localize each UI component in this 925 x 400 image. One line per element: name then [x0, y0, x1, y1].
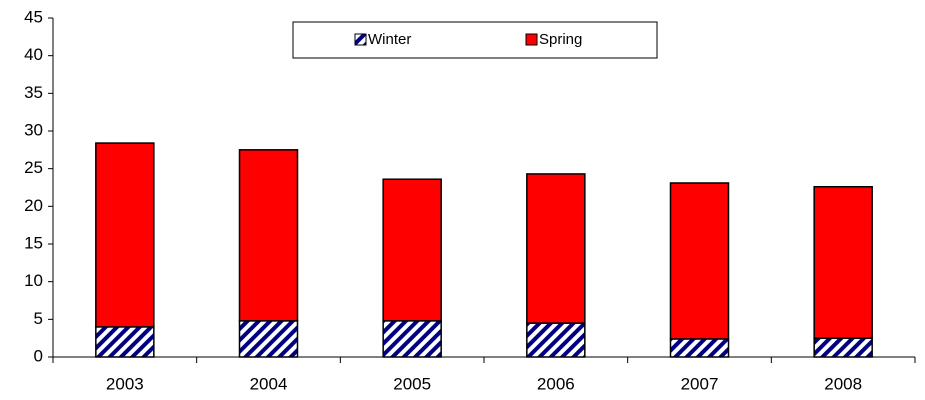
y-tick-label: 15 [24, 233, 43, 252]
y-tick-label: 45 [24, 7, 43, 26]
x-tick-label: 2004 [250, 374, 288, 393]
y-tick-label: 40 [24, 45, 43, 64]
legend-box [292, 21, 658, 59]
bar-segment [382, 320, 442, 358]
bar-segment [95, 142, 155, 328]
bar-segment [526, 173, 586, 324]
y-tick-label: 5 [34, 309, 43, 328]
bar-segment [238, 149, 299, 322]
x-tick-label: 2007 [681, 374, 719, 393]
y-tick-label: 30 [24, 120, 43, 139]
y-tick-label: 25 [24, 158, 43, 177]
y-tick-label: 10 [24, 271, 43, 290]
bar-segment [95, 326, 155, 358]
legend-swatch [354, 33, 367, 46]
legend-label: Spring [539, 31, 582, 48]
y-tick-label: 20 [24, 196, 43, 215]
bar-segment [669, 182, 730, 340]
legend-swatch [525, 33, 538, 46]
bar-segment [669, 338, 730, 358]
x-tick-label: 2003 [106, 374, 144, 393]
legend-label: Winter [368, 31, 411, 48]
x-tick-label: 2008 [824, 374, 862, 393]
x-tick-label: 2005 [393, 374, 431, 393]
bar-segment [813, 185, 873, 339]
y-tick-label: 0 [34, 346, 43, 365]
bar-segment [813, 337, 873, 358]
y-tick-label: 35 [24, 83, 43, 102]
bar-segment [526, 322, 586, 358]
x-tick-label: 2006 [537, 374, 575, 393]
bar-segment [238, 320, 299, 358]
bar-segment [382, 178, 442, 322]
